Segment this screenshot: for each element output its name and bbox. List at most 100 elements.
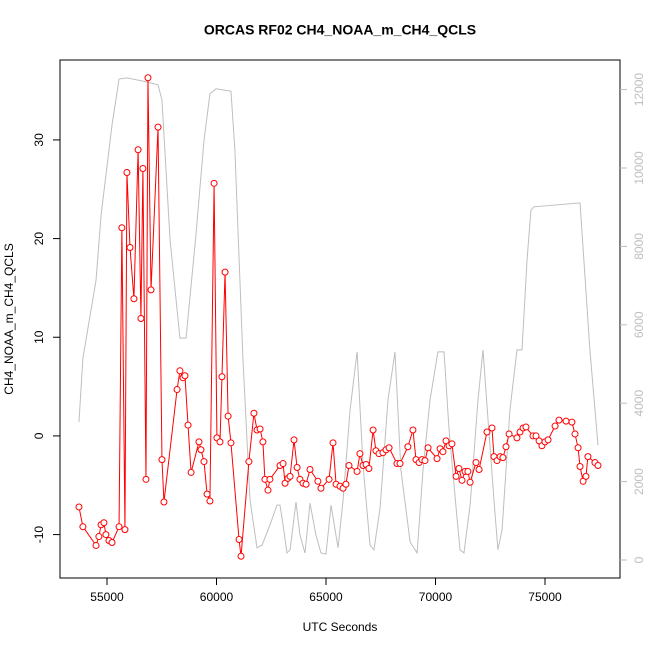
data-point bbox=[571, 430, 579, 438]
data-point bbox=[317, 484, 325, 492]
data-point bbox=[203, 490, 211, 498]
data-point bbox=[568, 418, 576, 426]
data-point bbox=[424, 444, 432, 452]
data-point bbox=[448, 440, 456, 448]
data-point bbox=[197, 446, 205, 454]
data-point bbox=[139, 165, 147, 173]
y-tick-label: 10 bbox=[32, 330, 46, 344]
data-point bbox=[266, 475, 274, 483]
data-point bbox=[439, 448, 447, 456]
data-point bbox=[499, 454, 507, 462]
data-point bbox=[442, 437, 450, 445]
y2-tick-label: 10000 bbox=[632, 151, 646, 185]
data-point bbox=[147, 286, 155, 294]
x-tick-label: 70000 bbox=[419, 590, 453, 604]
data-point bbox=[576, 463, 584, 471]
data-point bbox=[286, 472, 294, 480]
y-tick-label: 20 bbox=[32, 232, 46, 246]
data-point bbox=[123, 168, 131, 176]
data-point bbox=[369, 426, 377, 434]
data-point bbox=[325, 475, 333, 483]
y2-tick-label: 2000 bbox=[632, 468, 646, 495]
data-point bbox=[306, 465, 314, 473]
data-point bbox=[455, 464, 463, 472]
data-point bbox=[176, 367, 184, 375]
data-point bbox=[279, 460, 287, 468]
data-point bbox=[302, 480, 310, 488]
data-point bbox=[356, 450, 364, 458]
data-point bbox=[329, 439, 337, 447]
data-point bbox=[160, 498, 168, 506]
data-point bbox=[100, 519, 108, 527]
data-point bbox=[121, 526, 129, 534]
data-point bbox=[173, 386, 181, 394]
y-tick-label: -10 bbox=[32, 526, 46, 544]
data-point bbox=[108, 538, 116, 546]
y2-tick-label: 4000 bbox=[632, 390, 646, 417]
data-point bbox=[210, 179, 218, 187]
y2-tick-label: 6000 bbox=[632, 311, 646, 338]
plot-frame bbox=[59, 59, 621, 579]
data-point bbox=[555, 416, 563, 424]
data-point bbox=[137, 315, 145, 323]
data-point bbox=[118, 224, 126, 232]
data-point bbox=[551, 422, 559, 430]
data-point bbox=[505, 430, 513, 438]
x-tick-label: 60000 bbox=[200, 590, 234, 604]
data-point bbox=[433, 455, 441, 463]
data-point bbox=[235, 536, 243, 544]
data-point bbox=[466, 478, 474, 486]
data-point bbox=[184, 421, 192, 429]
data-point bbox=[562, 417, 570, 425]
data-point bbox=[404, 443, 412, 451]
data-point bbox=[237, 552, 245, 560]
data-point bbox=[158, 456, 166, 464]
data-point bbox=[314, 477, 322, 485]
data-point bbox=[472, 459, 480, 467]
data-point bbox=[187, 468, 195, 476]
data-point bbox=[200, 458, 208, 466]
data-point bbox=[290, 436, 298, 444]
data-point bbox=[75, 503, 83, 511]
data-point bbox=[293, 463, 301, 471]
data-point bbox=[224, 412, 232, 420]
y2-tick-label: 0 bbox=[632, 556, 646, 563]
data-point bbox=[594, 462, 602, 470]
data-point bbox=[513, 434, 521, 442]
y2-tick-label: 8000 bbox=[632, 233, 646, 260]
x-tick-label: 75000 bbox=[528, 590, 562, 604]
data-point bbox=[144, 74, 152, 82]
x-tick-label: 55000 bbox=[90, 590, 124, 604]
data-point bbox=[421, 457, 429, 465]
data-point bbox=[195, 438, 203, 446]
data-point bbox=[259, 438, 267, 446]
data-point bbox=[115, 523, 123, 531]
data-point bbox=[475, 465, 483, 473]
data-point bbox=[345, 462, 353, 470]
data-point bbox=[488, 424, 496, 432]
data-point bbox=[385, 444, 393, 452]
data-point bbox=[502, 443, 510, 451]
data-point bbox=[216, 438, 224, 446]
y-tick-label: 30 bbox=[32, 133, 46, 147]
data-point bbox=[206, 497, 214, 505]
data-point bbox=[353, 467, 361, 475]
data-point bbox=[452, 472, 460, 480]
data-point bbox=[256, 425, 264, 433]
data-point bbox=[221, 268, 229, 276]
data-point bbox=[218, 373, 226, 381]
data-point bbox=[154, 123, 162, 131]
data-point bbox=[250, 409, 258, 417]
data-point bbox=[134, 146, 142, 154]
data-point bbox=[532, 432, 540, 440]
data-point bbox=[365, 464, 373, 472]
data-point bbox=[483, 428, 491, 436]
data-point bbox=[342, 480, 350, 488]
data-point bbox=[102, 531, 110, 539]
data-point bbox=[95, 533, 103, 541]
data-point bbox=[522, 423, 530, 431]
data-point bbox=[79, 523, 87, 531]
y2-tick-label: 12000 bbox=[632, 73, 646, 107]
